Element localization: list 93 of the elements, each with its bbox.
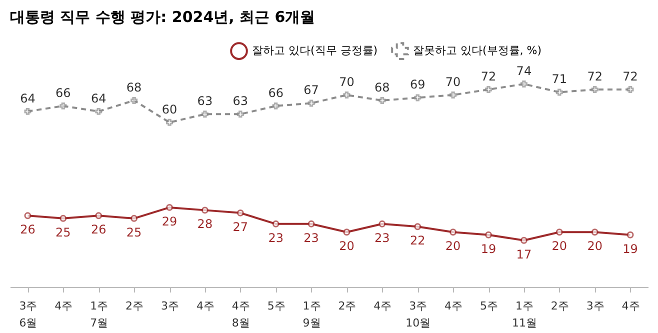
x-tick-label: 2주 <box>338 300 356 312</box>
data-label: 20 <box>445 239 461 254</box>
data-label: 64 <box>90 91 106 106</box>
point <box>130 214 138 222</box>
data-label: 25 <box>56 225 71 240</box>
data-label: 63 <box>232 94 248 108</box>
data-label: 66 <box>56 86 71 100</box>
x-tick-label: 2주 <box>550 300 569 312</box>
data-label: 70 <box>339 74 354 89</box>
point <box>166 118 173 126</box>
data-label: 20 <box>552 239 568 254</box>
point <box>130 96 138 104</box>
x-tick-label: 3주 <box>586 300 604 312</box>
data-label: 25 <box>126 225 142 240</box>
point <box>272 102 280 110</box>
data-label: 28 <box>197 217 213 232</box>
x-tick-label: 1주 9월 <box>302 300 321 330</box>
x-tick-label: 4주 <box>54 300 73 312</box>
x-tick-label: 1주 7월 <box>90 300 108 330</box>
data-label: 74 <box>516 64 532 78</box>
point <box>24 108 32 115</box>
data-label: 71 <box>552 72 568 86</box>
point <box>272 220 280 228</box>
data-label: 20 <box>587 239 602 254</box>
x-tick-label: 5주 <box>480 300 498 312</box>
data-label: 22 <box>410 234 426 248</box>
point <box>343 228 350 236</box>
data-label: 72 <box>622 69 638 84</box>
x-tick-label: 3주 10월 <box>406 300 431 330</box>
data-label: 63 <box>197 94 213 108</box>
data-label: 69 <box>410 78 426 92</box>
point <box>591 228 598 236</box>
data-label: 23 <box>268 230 284 245</box>
data-label: 64 <box>20 91 36 106</box>
data-label: 23 <box>304 230 319 245</box>
point <box>60 102 67 110</box>
point <box>626 231 634 238</box>
legend-label: 잘못하고 있다(부정률, %) <box>413 44 542 58</box>
point <box>414 94 422 102</box>
x-tick-label: 4주 <box>622 300 640 312</box>
data-label: 72 <box>587 69 602 84</box>
point <box>95 212 102 220</box>
x-tick-label: 3주 6월 <box>19 300 38 330</box>
point <box>201 110 208 118</box>
x-tick-label: 4주 <box>196 300 214 312</box>
data-label: 67 <box>304 83 319 98</box>
data-label: 68 <box>374 80 390 94</box>
point <box>450 91 457 98</box>
point <box>520 80 528 88</box>
point <box>24 212 32 220</box>
point <box>556 228 563 236</box>
point <box>236 110 244 118</box>
point <box>378 96 386 104</box>
x-tick-label: 4주 8월 <box>232 300 250 330</box>
point <box>485 86 492 93</box>
data-label: 26 <box>90 222 106 237</box>
point <box>166 204 173 211</box>
data-label: 27 <box>232 220 248 234</box>
point <box>414 223 422 230</box>
chart-title: 대통령 직무 수행 평가: 2024년, 최근 6개월 <box>10 8 316 26</box>
data-label: 26 <box>20 222 36 237</box>
point <box>378 220 386 228</box>
point <box>556 88 563 96</box>
x-tick-label: 5주 <box>267 300 286 312</box>
point <box>236 209 244 216</box>
point <box>343 91 350 98</box>
data-label: 23 <box>374 230 390 245</box>
data-label: 66 <box>268 86 284 100</box>
data-label: 60 <box>162 102 178 116</box>
data-label: 19 <box>622 242 638 256</box>
point <box>520 236 528 244</box>
x-tick-label: 3주 <box>161 300 179 312</box>
x-tick-label: 4주 <box>444 300 463 312</box>
data-label: 29 <box>162 214 178 228</box>
point <box>485 231 492 238</box>
x-tick-label: 4주 <box>374 300 392 312</box>
point <box>201 206 208 214</box>
data-label: 20 <box>339 239 354 254</box>
point <box>308 100 315 107</box>
data-label: 72 <box>480 69 496 84</box>
x-tick-label: 2주 <box>126 300 144 312</box>
legend-label: 잘하고 있다(직무 긍정률) <box>252 44 378 58</box>
point <box>591 86 598 93</box>
data-label: 70 <box>445 74 461 89</box>
point <box>450 228 457 236</box>
point <box>95 108 102 115</box>
data-label: 19 <box>480 242 496 256</box>
point <box>626 86 634 93</box>
point <box>60 214 67 222</box>
data-label: 68 <box>126 80 142 94</box>
data-label: 17 <box>516 247 532 262</box>
point <box>308 220 315 228</box>
x-tick-label: 1주 11월 <box>512 300 537 330</box>
